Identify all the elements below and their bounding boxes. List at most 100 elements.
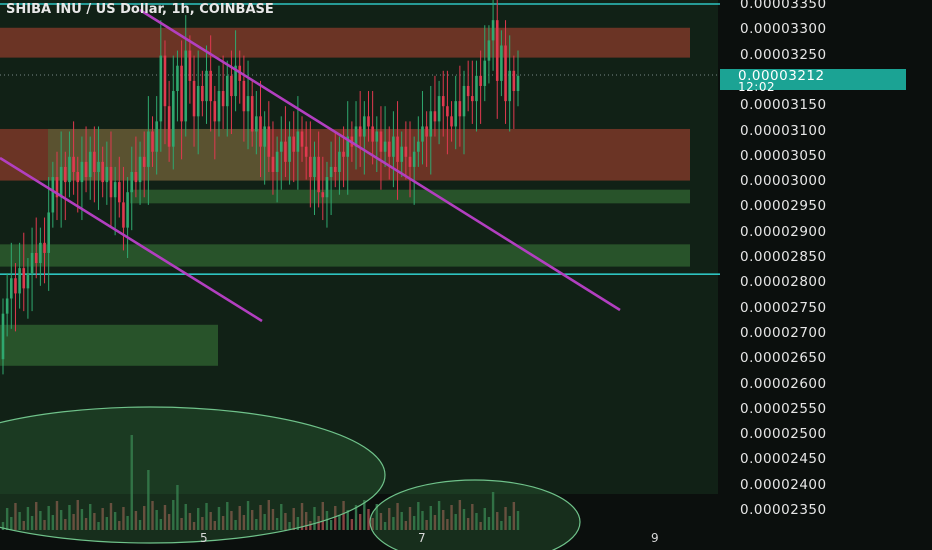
volume-bar [105, 517, 109, 530]
volume-bar [159, 519, 163, 530]
volume-bar [26, 507, 30, 530]
candle-body [346, 136, 350, 157]
candle-body [304, 146, 308, 157]
volume-bar [14, 503, 17, 530]
volume-bar [43, 520, 46, 530]
price-tick-label: 0.00002400 [740, 476, 827, 493]
candle-body [500, 45, 503, 81]
price-tick-label: 0.00003100 [740, 122, 827, 139]
candle-body [76, 171, 80, 183]
volume-bar [487, 517, 491, 530]
candle-body [14, 278, 17, 294]
volume-bar [404, 521, 408, 530]
volume-bar [76, 500, 79, 530]
volume-bar [446, 519, 449, 530]
volume-bar [109, 503, 113, 530]
volume-bar [412, 516, 416, 530]
current-price-badge: 0.00003212 12:02 [720, 69, 906, 93]
candle-body [130, 171, 134, 193]
supply-zone [0, 27, 690, 58]
volume-bar [350, 519, 354, 530]
candle-body [446, 106, 449, 117]
volume-bar [242, 515, 246, 530]
volume-bar [280, 504, 283, 530]
volume-bar [313, 507, 316, 530]
volume-bar [126, 516, 129, 530]
volume-bar [396, 503, 399, 530]
volume-bar [97, 522, 100, 530]
candle-body [462, 85, 466, 117]
price-tick-label: 0.00002550 [740, 400, 827, 417]
volume-bar [155, 510, 158, 530]
candle-body [18, 268, 21, 294]
candle-body [192, 80, 196, 117]
volume-bar [379, 513, 383, 530]
candle-body [363, 116, 366, 137]
volume-bar [197, 508, 200, 530]
candle-body [80, 161, 84, 183]
candle-body [230, 75, 233, 97]
candle-body [479, 75, 482, 86]
volume-bar [392, 517, 395, 530]
volume-bar [346, 510, 349, 530]
volume-bar [450, 505, 453, 530]
time-label-7: 7 [418, 531, 426, 545]
candle-body [47, 212, 50, 253]
candle-body [184, 50, 188, 122]
candle-body [325, 177, 329, 198]
price-tick-label: 0.00002700 [740, 324, 827, 341]
volume-bar [342, 501, 345, 530]
price-tick-label: 0.00002850 [740, 249, 827, 265]
demand-zone [0, 244, 690, 267]
volume-bar [383, 522, 387, 530]
volume-bar [172, 500, 175, 530]
volume-bar [93, 513, 96, 530]
candle-body [134, 171, 138, 183]
candle-body [271, 156, 275, 172]
candle-body [246, 96, 250, 112]
volume-bar [304, 512, 308, 530]
candle-body [126, 192, 129, 228]
candle-body [159, 55, 163, 122]
candle-body [466, 85, 470, 97]
volume-bar [375, 504, 378, 530]
candle-body [63, 166, 67, 183]
volume-bar [59, 510, 63, 530]
volume-bar [101, 508, 104, 530]
volume-bar [163, 505, 167, 530]
candle-body [491, 20, 495, 41]
candle-body [84, 161, 88, 178]
volume-bar [122, 507, 125, 530]
candle-body [167, 106, 171, 147]
candle-body [68, 156, 71, 183]
candle-body [117, 182, 121, 203]
volume-bar [358, 514, 362, 530]
candle-body [88, 151, 92, 178]
volume-bar [176, 485, 179, 530]
upper-trendline [139, 8, 621, 312]
candle-body [101, 161, 104, 183]
volume-bar [329, 520, 333, 530]
candle-body [441, 96, 445, 107]
volume-bar [338, 515, 341, 530]
price-tick-label: 0.00002950 [740, 198, 827, 215]
candle-body [72, 156, 75, 172]
volume-bar [72, 514, 75, 530]
volume-bar [292, 508, 295, 530]
price-tick-label: 0.00002750 [740, 299, 827, 316]
volume-bar [454, 514, 457, 530]
candle-body [250, 96, 254, 132]
volume-bar [400, 512, 403, 530]
candle-body [155, 121, 158, 152]
volume-bar [442, 510, 445, 530]
volume-bar [508, 516, 511, 530]
volume-bar [180, 518, 183, 530]
candle-body [279, 141, 283, 152]
candle-body [367, 116, 370, 127]
candle-body [147, 131, 150, 167]
candle-body [454, 101, 458, 127]
volume-bar [234, 520, 237, 530]
volume-bar [496, 512, 499, 530]
candle-body [429, 111, 433, 137]
